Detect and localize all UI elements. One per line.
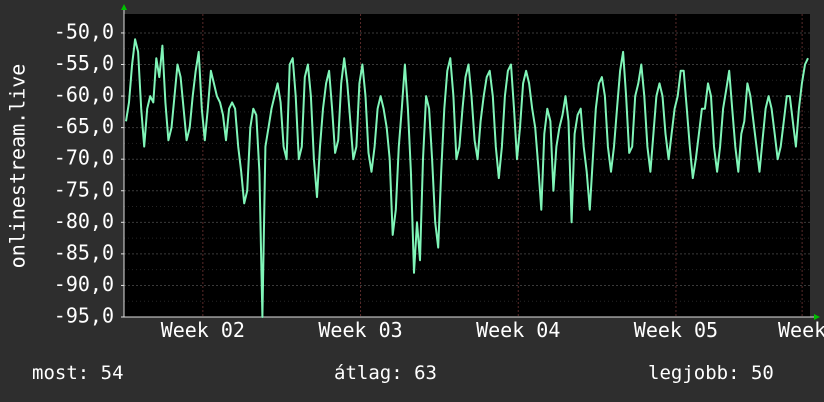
y-tick-labels: -50,0 -55,0 -60,0 -65,0 -70,0 -75,0 -80,0 -85,0… — [54, 19, 114, 327]
plot-area — [124, 14, 810, 317]
x-tick-labels: Week 02 Week 03 Week 04 Week 05 Week — [161, 318, 824, 342]
series-line — [125, 38, 809, 318]
y-tick-label: -50,0 — [54, 19, 114, 43]
grid — [124, 14, 810, 318]
x-tick-label: Week 05 — [634, 318, 718, 342]
y-tick-label: -55,0 — [54, 51, 114, 75]
axes — [121, 4, 820, 320]
y-axis-arrow — [121, 4, 127, 10]
stats-bar: most: 54 átlag: 63 legjobb: 50 — [0, 362, 824, 388]
current-value: most: 54 — [32, 362, 124, 384]
y-tick-label: -80,0 — [54, 209, 114, 233]
y-axis-label: onlinestream.live — [6, 64, 30, 269]
x-tick-label: Week 03 — [318, 318, 402, 342]
y-tick-label: -70,0 — [54, 146, 114, 170]
best-value: legjobb: 50 — [648, 362, 774, 384]
y-tick-label: -65,0 — [54, 114, 114, 138]
y-tick-label: -85,0 — [54, 240, 114, 264]
x-tick-label: Week — [778, 318, 824, 342]
line-chart: -50,0 -55,0 -60,0 -65,0 -70,0 -75,0 -80,0 -85,0… — [6, 4, 824, 342]
x-tick-label: Week 04 — [476, 318, 560, 342]
x-tick-label: Week 02 — [161, 318, 245, 342]
y-tick-label: -90,0 — [54, 272, 114, 296]
y-tick-label: -60,0 — [54, 83, 114, 107]
y-tick-label: -75,0 — [54, 177, 114, 201]
average-value: átlag: 63 — [334, 362, 437, 384]
y-tick-label: -95,0 — [54, 304, 114, 328]
x-axis-arrow — [814, 314, 820, 320]
